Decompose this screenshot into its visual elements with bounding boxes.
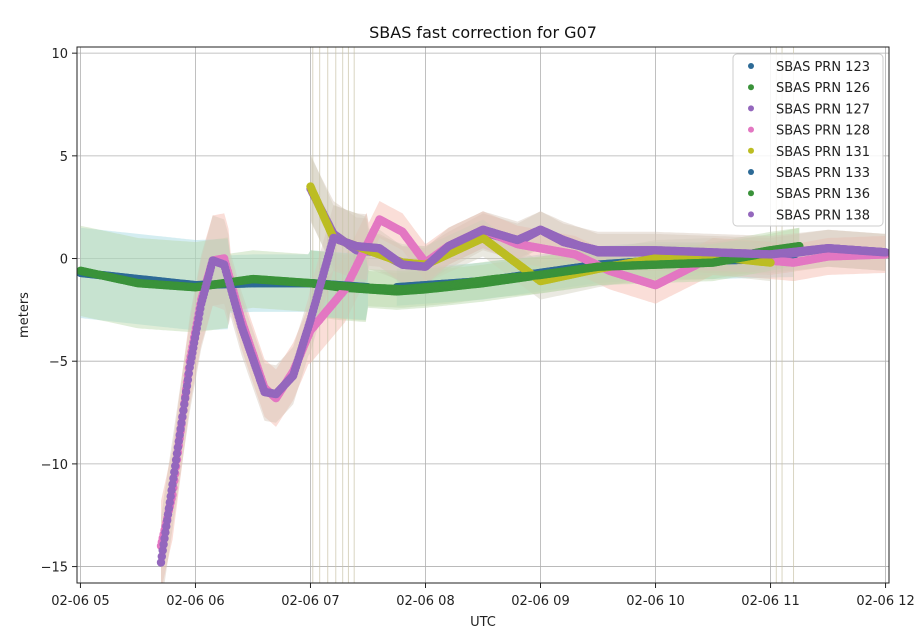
legend-marker (748, 105, 754, 112)
data-point (766, 258, 775, 267)
legend-marker (748, 84, 754, 91)
series-8 (156, 225, 889, 567)
data-point (171, 455, 181, 464)
uncertainty-band (161, 205, 886, 583)
data-point (881, 248, 889, 257)
x-axis-title: UTC (470, 615, 496, 630)
x-tick-label: 02-06 11 (741, 594, 799, 609)
y-tick-label: 10 (51, 47, 68, 62)
legend-marker (748, 211, 754, 218)
legend-label: SBAS PRN 131 (776, 145, 870, 160)
legend: SBAS PRN 123 SBAS PRN 126 SBAS PRN 127 SBAS… (732, 53, 884, 227)
x-tick-label: 02-06 12 (856, 594, 914, 609)
y-tick-label: 0 (60, 253, 68, 268)
data-point (176, 424, 185, 434)
plot-frame (76, 46, 890, 584)
legend-label: SBAS PRN 133 (776, 166, 870, 181)
data-point (182, 381, 192, 391)
y-tick-label: −15 (41, 561, 68, 576)
data-point (179, 406, 188, 415)
legend-marker (748, 190, 754, 197)
legend-label: SBAS PRN 126 (776, 81, 870, 96)
legend-label: SBAS PRN 136 (776, 187, 870, 202)
series-group (77, 182, 889, 567)
legend-label: SBAS PRN 123 (776, 60, 870, 75)
data-point (178, 412, 187, 421)
x-tick-label: 02-06 05 (51, 594, 109, 609)
x-tick-label: 02-06 07 (281, 594, 339, 609)
x-tick-label: 02-06 10 (626, 594, 684, 609)
y-axis-title: meters (17, 292, 32, 338)
data-point (183, 375, 193, 384)
data-point (170, 467, 179, 477)
legend-marker (748, 169, 754, 175)
ticks: 02-06 05 02-06 06 02-06 07 02-06 08 02-06 09… (41, 47, 915, 609)
data-point (181, 394, 190, 403)
data-point (173, 443, 183, 452)
legend-label: SBAS PRN 128 (776, 124, 870, 139)
y-tick-label: −5 (49, 355, 68, 370)
data-point (174, 437, 183, 446)
legend-marker (748, 126, 754, 133)
data-point (169, 474, 178, 483)
legend-label: SBAS PRN 138 (776, 208, 870, 223)
x-tick-label: 02-06 09 (511, 594, 569, 609)
x-tick-label: 02-06 06 (166, 594, 224, 609)
legend-label: SBAS PRN 127 (776, 102, 870, 117)
series-7 (77, 242, 804, 294)
y-tick-label: −10 (41, 458, 68, 473)
legend-marker (748, 63, 754, 69)
x-tick-label: 02-06 08 (396, 594, 454, 609)
y-tick-label: 5 (60, 150, 68, 165)
legend-marker (748, 147, 754, 154)
chart-title: SBAS fast correction for G07 (369, 23, 597, 42)
legend-box (732, 53, 884, 227)
